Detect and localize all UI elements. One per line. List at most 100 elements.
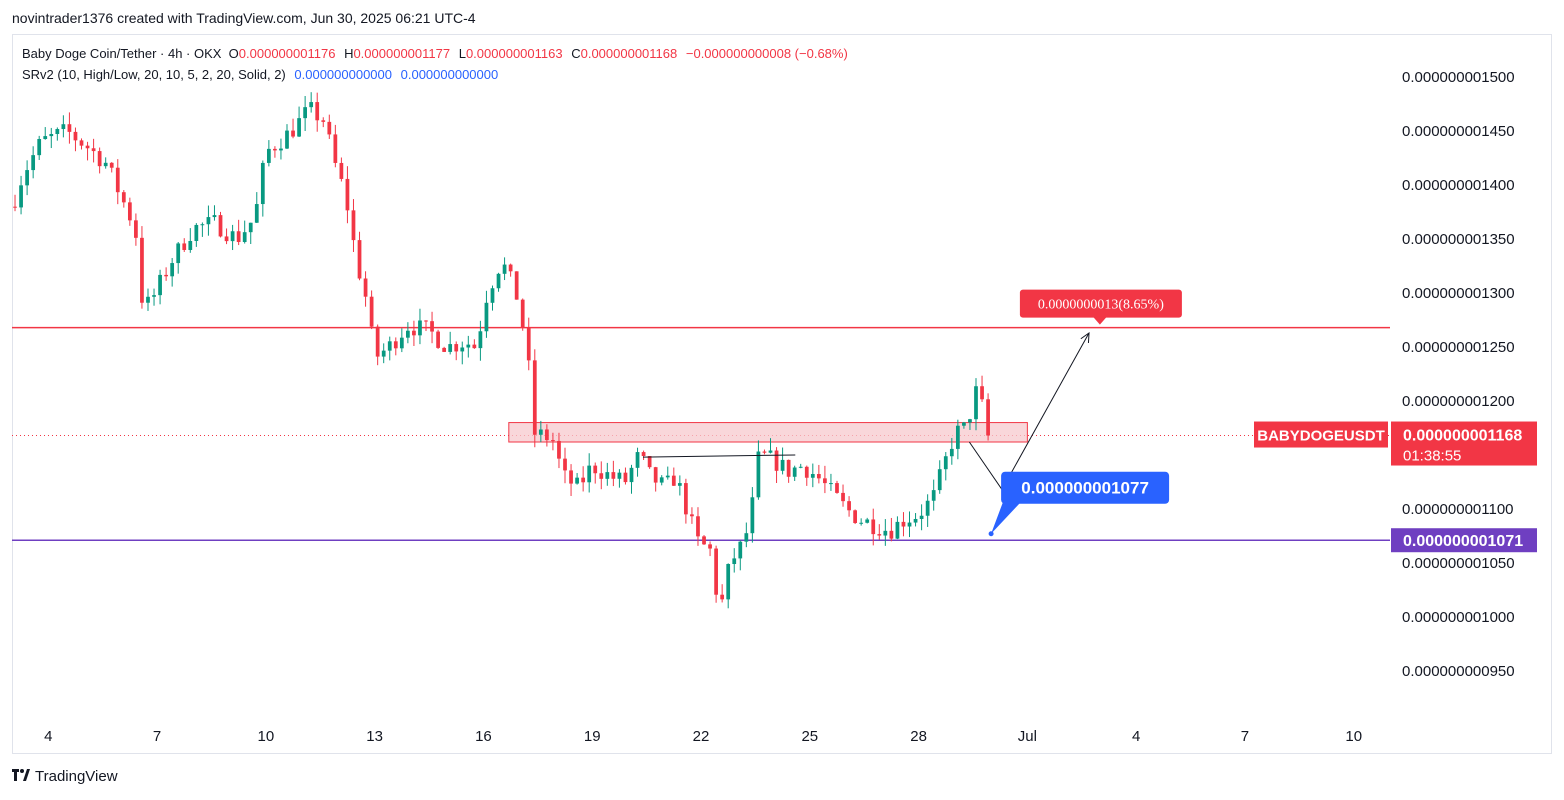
y-tick-label: 0.000000001300 <box>1402 285 1515 302</box>
candle-body <box>732 558 737 565</box>
candle-body <box>375 326 380 357</box>
candle-body <box>913 518 918 523</box>
x-tick-label: 10 <box>1345 728 1362 745</box>
candle-body <box>460 347 465 352</box>
candle-body <box>49 133 54 137</box>
candle-body <box>726 564 731 600</box>
candle-body <box>436 331 440 348</box>
candle-body <box>230 231 235 242</box>
candle-body <box>206 217 211 225</box>
current-price-tag: 0.000000001168 <box>1403 428 1522 445</box>
candle-body <box>677 483 682 486</box>
candle-body <box>762 451 767 453</box>
candle-body <box>67 124 72 132</box>
indicator-value-1: 0.000000000000 <box>294 67 392 82</box>
overlay-layer: 0.0000000013(8.65%) 0.000000001077 <box>642 289 1182 537</box>
candle-layer <box>13 92 990 609</box>
candle-body <box>792 467 797 477</box>
candle-body <box>303 107 308 119</box>
candle-body <box>671 475 676 486</box>
support-price-tag: 0.000000001071 <box>1403 533 1523 550</box>
candle-body <box>448 344 453 352</box>
y-tick-label: 0.000000001250 <box>1402 339 1515 356</box>
candle-body <box>563 458 567 471</box>
candle-body <box>684 483 688 515</box>
candle-body <box>339 162 344 179</box>
candle-body <box>980 386 984 400</box>
candle-body <box>641 452 646 457</box>
candle-body <box>665 475 670 478</box>
projection-arrowhead <box>1080 331 1090 343</box>
candle-body <box>750 497 755 534</box>
candle-body <box>393 341 398 349</box>
candle-body <box>472 344 477 349</box>
x-tick-label: 7 <box>153 728 161 745</box>
candle-body <box>430 321 434 332</box>
candle-body <box>79 140 84 146</box>
candle-body <box>798 466 803 468</box>
high-value: 0.000000001177 <box>353 46 451 61</box>
candle-body <box>381 350 386 357</box>
candle-body <box>115 167 120 193</box>
candle-body <box>484 302 489 332</box>
candle-body <box>13 206 17 208</box>
x-tick-label: 25 <box>801 728 818 745</box>
candle-body <box>363 278 368 297</box>
x-tick-label: 22 <box>693 728 710 745</box>
x-tick-label: 4 <box>1132 728 1140 745</box>
candle-body <box>919 515 924 519</box>
candle-body <box>236 231 241 243</box>
candle-body <box>520 299 525 328</box>
candle-body <box>804 466 809 478</box>
chart-frame <box>12 34 1552 754</box>
candle-body <box>538 429 543 435</box>
candle-body <box>490 288 495 303</box>
candle-body <box>121 192 126 203</box>
candle-body <box>962 422 966 426</box>
candle-body <box>810 474 815 478</box>
candle-body <box>605 472 610 479</box>
candle-body <box>986 399 990 436</box>
candle-body <box>901 521 906 527</box>
open-value: 0.000000001176 <box>238 46 336 61</box>
price-chart[interactable]: 0.0000000013(8.65%) 0.000000001077 0.0000… <box>12 34 1552 754</box>
candle-body <box>925 500 930 516</box>
candle-body <box>883 530 888 536</box>
candle-body <box>847 501 851 511</box>
candle-body <box>248 222 253 233</box>
candle-body <box>273 148 277 151</box>
y-tick-label: 0.000000001100 <box>1402 501 1514 518</box>
candle-body <box>696 516 700 537</box>
candle-body <box>551 440 555 442</box>
candle-body <box>315 102 320 121</box>
candle-body <box>774 450 779 471</box>
candle-body <box>949 448 954 457</box>
x-tick-label: 4 <box>44 728 52 745</box>
candle-body <box>309 102 314 108</box>
change-value: −0.000000000008 (−0.68%) <box>685 46 848 61</box>
candle-body <box>418 320 422 336</box>
target-label-box <box>1019 289 1182 318</box>
target-label: 0.0000000013(8.65%) <box>1038 298 1164 313</box>
candle-body <box>508 264 513 272</box>
candle-body <box>43 136 48 140</box>
y-tick-label: 0.000000001400 <box>1402 177 1515 194</box>
candle-body <box>514 271 519 300</box>
high-label: H <box>344 46 354 61</box>
tradingview-footer[interactable]: TradingView <box>12 768 118 785</box>
candle-body <box>823 478 827 484</box>
candle-body <box>835 483 839 493</box>
candle-body <box>266 148 271 163</box>
target-label-pointer <box>1092 316 1107 325</box>
support-price-tag-box <box>1391 528 1537 553</box>
candle-body <box>405 330 410 338</box>
indicator-legend[interactable]: SRv2 (10, High/Low, 20, 10, 5, 2, 20, So… <box>22 67 498 82</box>
candle-body <box>176 243 181 264</box>
low-label: L <box>458 46 466 61</box>
candle-body <box>599 473 604 479</box>
candle-body <box>877 534 882 536</box>
candle-body <box>720 594 725 600</box>
candle-body <box>279 148 283 151</box>
candle-body <box>623 472 628 483</box>
entry-callout-label: 0.000000001077 <box>1021 479 1149 498</box>
